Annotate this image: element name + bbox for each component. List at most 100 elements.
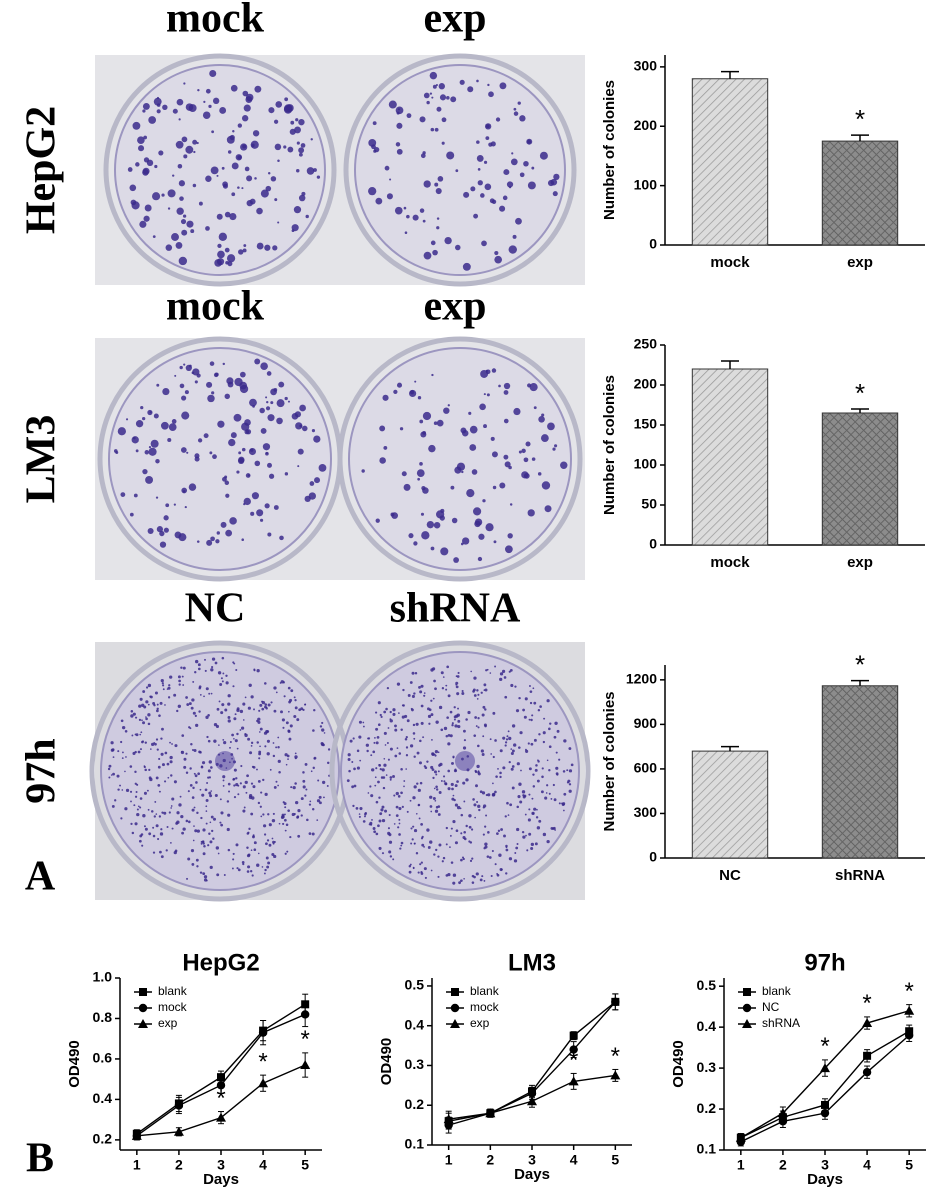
colony — [125, 788, 130, 792]
colony — [158, 790, 161, 793]
colony — [529, 690, 533, 693]
colony — [313, 708, 316, 712]
colony — [481, 791, 486, 795]
colony — [499, 677, 503, 682]
colony — [361, 469, 365, 473]
colony — [273, 119, 279, 124]
colony — [409, 681, 413, 684]
colony — [225, 681, 229, 685]
colony — [389, 718, 392, 721]
colony — [130, 714, 134, 718]
colony — [494, 255, 503, 264]
colony — [205, 226, 210, 231]
colony — [395, 142, 401, 147]
colony — [273, 785, 277, 789]
colony — [280, 815, 285, 819]
colony — [291, 812, 295, 817]
colony — [261, 866, 264, 868]
colony — [231, 867, 234, 870]
colony — [179, 365, 183, 370]
colony — [227, 702, 231, 706]
colony — [152, 701, 156, 705]
colony — [210, 692, 213, 695]
colony — [503, 418, 509, 424]
colony — [290, 786, 293, 789]
colony — [398, 752, 402, 755]
colony — [455, 751, 475, 771]
colony — [380, 808, 384, 812]
colony — [299, 404, 306, 412]
colony — [536, 826, 541, 830]
colony — [267, 414, 275, 422]
colony — [155, 458, 160, 464]
colony — [187, 857, 191, 861]
colony — [568, 769, 573, 773]
colony — [232, 852, 235, 855]
colony — [201, 793, 205, 797]
colony — [284, 472, 289, 476]
colony — [192, 139, 198, 145]
colony — [235, 843, 239, 847]
colony — [140, 406, 144, 410]
colony — [429, 840, 433, 844]
colony — [358, 735, 362, 739]
colony — [175, 140, 184, 149]
colony — [130, 199, 137, 206]
colony — [536, 779, 540, 783]
colony — [250, 812, 254, 816]
y-tick-label: 0.4 — [697, 1018, 717, 1034]
colony — [524, 697, 528, 701]
colony — [197, 667, 201, 671]
colony — [533, 807, 537, 811]
colony — [499, 749, 503, 753]
colony — [441, 117, 447, 123]
colony — [506, 801, 509, 805]
colony — [415, 722, 419, 726]
colony — [537, 472, 542, 476]
colony — [201, 761, 206, 765]
colony — [454, 803, 458, 807]
colony — [246, 774, 249, 778]
colony — [352, 737, 355, 740]
colony — [518, 450, 522, 454]
colony — [461, 430, 469, 437]
colony — [129, 790, 133, 793]
colony — [490, 436, 495, 441]
colony — [268, 107, 275, 114]
colony — [153, 97, 162, 106]
colony — [274, 198, 278, 202]
colony — [153, 413, 159, 419]
colony — [494, 665, 497, 668]
colony — [270, 401, 274, 405]
y-tick-label: 0.1 — [405, 1136, 425, 1152]
colony — [210, 766, 213, 769]
colony — [481, 713, 485, 717]
legend-marker — [450, 1019, 460, 1028]
colony — [440, 671, 444, 675]
colony — [207, 394, 215, 403]
colony — [490, 874, 493, 878]
colony — [310, 770, 313, 773]
colony — [256, 207, 263, 215]
colony — [482, 833, 485, 836]
colony — [563, 792, 567, 796]
colony — [389, 776, 393, 779]
colony — [267, 813, 270, 816]
colony — [457, 671, 460, 674]
colony — [203, 100, 206, 104]
colony — [150, 439, 159, 448]
colony — [455, 683, 458, 686]
colony — [172, 174, 175, 177]
colony — [152, 834, 156, 838]
colony — [117, 750, 120, 753]
colony — [505, 846, 508, 849]
colony — [541, 481, 551, 490]
colony — [244, 780, 248, 785]
panel-label: A — [25, 854, 56, 900]
colony — [145, 716, 147, 718]
colony — [362, 721, 365, 724]
colony — [487, 83, 490, 87]
colony — [483, 880, 486, 882]
colony — [262, 813, 265, 816]
colony — [229, 740, 232, 743]
